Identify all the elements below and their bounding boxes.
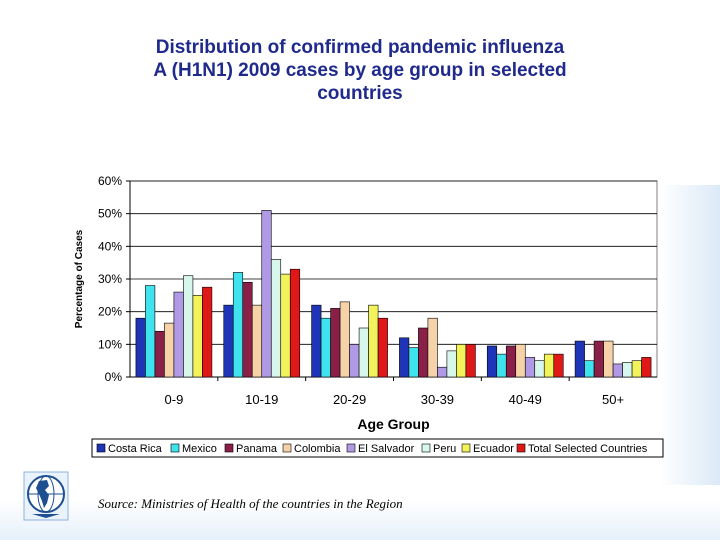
- bar: [553, 353, 564, 378]
- decorative-band-bottom: [0, 500, 720, 540]
- bar: [223, 304, 234, 378]
- bar: [232, 272, 244, 378]
- legend-label: Mexico: [182, 443, 217, 455]
- legend-swatch: [346, 443, 356, 453]
- legend-swatch: [96, 443, 106, 453]
- y-tick-label: 40%: [98, 239, 122, 253]
- legend-swatch: [421, 443, 431, 453]
- y-tick-label: 20%: [98, 305, 122, 319]
- bar: [242, 281, 253, 378]
- bar: [408, 347, 419, 378]
- x-tick-label: 0-9: [165, 392, 184, 407]
- bar: [534, 360, 545, 378]
- bar: [446, 350, 457, 378]
- bar: [270, 259, 282, 378]
- legend-swatch: [170, 443, 180, 453]
- bar: [358, 327, 369, 378]
- legend-swatch: [516, 443, 526, 453]
- legend-box: [91, 438, 664, 458]
- legend-swatch: [461, 443, 471, 453]
- source-note: Source: Ministries of Health of the coun…: [98, 496, 403, 511]
- y-tick-label: 10%: [98, 337, 122, 351]
- bar: [574, 340, 585, 378]
- legend-label: El Salvador: [358, 443, 415, 455]
- bar: [486, 345, 498, 378]
- x-tick-label: 40-49: [509, 392, 542, 407]
- bar: [349, 344, 360, 378]
- slide-title-line-2: A (H1N1) 2009 cases by age group in sele…: [153, 60, 567, 81]
- slide-title: Distribution of confirmed pandemic influ…: [60, 36, 660, 105]
- bar: [622, 361, 633, 378]
- bar: [280, 273, 291, 378]
- x-tick-label: 10-19: [245, 392, 278, 407]
- legend-label: Total Selected Countries: [528, 443, 648, 455]
- bar: [154, 330, 165, 378]
- slide-title-line-1: Distribution of confirmed pandemic influ…: [155, 37, 565, 58]
- bar: [612, 363, 623, 378]
- legend-label: Peru: [433, 443, 456, 455]
- bar: [418, 327, 429, 378]
- bar: [437, 366, 448, 378]
- legend-swatch: [282, 443, 292, 453]
- x-tick-label: 20-29: [333, 392, 366, 407]
- bar: [496, 353, 507, 378]
- bar: [192, 295, 203, 378]
- legend-label: Panama: [236, 443, 278, 455]
- x-axis-title: Age Group: [357, 416, 429, 432]
- legend-label: Costa Rica: [108, 443, 163, 455]
- bar: [427, 317, 438, 378]
- y-tick-label: 0%: [105, 370, 123, 384]
- bar: [505, 345, 517, 378]
- bar: [543, 353, 555, 378]
- bar: [145, 285, 156, 378]
- legend-swatch: [224, 443, 234, 453]
- y-tick-label: 30%: [98, 272, 122, 286]
- bar: [202, 286, 213, 378]
- bar: [465, 344, 476, 378]
- bar: [456, 344, 467, 378]
- x-tick-label: 50+: [602, 392, 624, 407]
- bar: [593, 340, 604, 378]
- decorative-band-right: [660, 185, 720, 485]
- globe-americas-icon: [23, 471, 69, 521]
- bar: [339, 301, 350, 378]
- bar: [603, 340, 614, 378]
- legend-label: Ecuador: [473, 443, 514, 455]
- bar: [368, 304, 379, 378]
- bar: [135, 317, 146, 378]
- y-axis-title: Percentage of Cases: [74, 229, 85, 328]
- x-tick-label: 30-39: [421, 392, 454, 407]
- legend-label: Colombia: [294, 443, 341, 455]
- bar: [631, 360, 642, 378]
- bar: [399, 337, 410, 378]
- bar: [377, 317, 388, 378]
- bar: [261, 210, 272, 378]
- bar: [584, 360, 595, 378]
- slide-title-line-3: countries: [317, 83, 403, 104]
- bar: [330, 308, 341, 378]
- y-tick-label: 60%: [98, 174, 122, 188]
- bar: [641, 357, 652, 378]
- bar: [164, 322, 175, 378]
- bar: [320, 317, 331, 378]
- bar: [183, 275, 194, 378]
- bar: [311, 304, 322, 378]
- bar: [289, 268, 301, 378]
- bar: [524, 357, 536, 378]
- y-tick-label: 50%: [98, 207, 122, 221]
- bar: [515, 344, 526, 378]
- bar: [251, 304, 263, 378]
- bar: [173, 291, 184, 378]
